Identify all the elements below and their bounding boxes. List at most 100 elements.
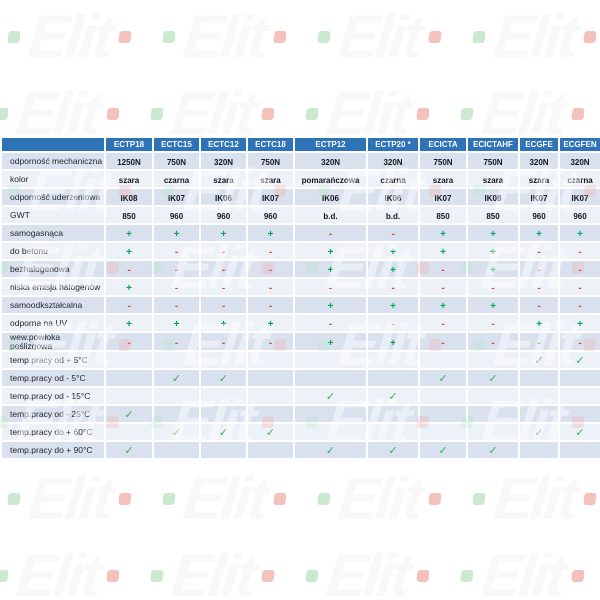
check-cell: ✓	[293, 440, 368, 460]
plus-minus-cell: -	[152, 241, 201, 261]
value-text: 960	[169, 212, 184, 221]
plus-minus-cell: +	[246, 313, 295, 333]
watermark-logo: Elit	[159, 464, 290, 533]
plus-minus-cell: +	[104, 313, 154, 333]
column-header: ECICTAHF	[466, 136, 520, 153]
row-label: GWT	[0, 205, 106, 225]
plus-minus-cell: +	[366, 259, 420, 279]
check-cell	[558, 368, 600, 388]
value-cell: IK08	[104, 187, 154, 207]
minus-mark: -	[268, 301, 273, 312]
value-cell: 750N	[246, 151, 295, 171]
plus-minus-cell: -	[518, 241, 560, 261]
value-text: 850	[122, 212, 136, 221]
table-row: samoodkształcalna - - - - + + + + - -	[0, 295, 600, 315]
row-label: temp.pracy do + 60°C	[0, 422, 106, 442]
value-text: IK08	[120, 194, 138, 203]
value-text: IK06	[215, 194, 232, 203]
plus-minus-cell: +	[466, 241, 520, 261]
check-cell	[418, 404, 468, 424]
watermark-green-dot-icon	[7, 30, 21, 43]
plus-minus-cell: -	[104, 259, 154, 279]
watermark-logo: Elit	[314, 464, 445, 533]
value-text: 850	[486, 212, 500, 221]
watermark-green-dot-icon	[305, 107, 319, 120]
value-text: szara	[528, 176, 550, 185]
watermark-text: Elit	[25, 465, 114, 532]
watermark-red-dot-icon	[273, 30, 287, 43]
watermark-red-dot-icon	[118, 492, 132, 505]
watermark-red-dot-icon	[261, 107, 275, 120]
watermark-logo: Elit	[314, 2, 445, 71]
watermark-green-dot-icon	[305, 107, 319, 120]
plus-minus-cell: -	[558, 295, 600, 315]
value-cell: 320N	[366, 151, 420, 171]
check-icon: ✓	[124, 445, 134, 457]
plus-mark: +	[536, 319, 542, 330]
plus-mark: +	[126, 229, 132, 240]
value-cell: 750N	[152, 151, 201, 171]
value-cell: pomarańczowa	[293, 169, 368, 189]
watermark-red-dot-icon	[416, 569, 430, 582]
row-label: odporna na UV	[0, 313, 106, 333]
check-icon: ✓	[325, 391, 336, 403]
value-text: 1250N	[117, 158, 141, 167]
minus-mark: -	[174, 247, 179, 258]
watermark-logo: Elit	[457, 541, 588, 600]
plus-mark: +	[173, 229, 180, 240]
value-cell: b.d.	[293, 205, 368, 225]
row-label: odporność mechaniczna	[0, 151, 106, 171]
check-cell	[152, 350, 201, 370]
watermark-red-dot-icon	[428, 492, 442, 505]
watermark-green-dot-icon	[162, 492, 176, 505]
value-text: czarna	[567, 176, 593, 185]
watermark-green-dot-icon	[162, 30, 176, 43]
watermark-red-dot-icon	[583, 492, 597, 505]
plus-mark: +	[327, 265, 334, 276]
check-cell	[246, 368, 295, 388]
row-label: kolor	[0, 169, 106, 189]
plus-minus-cell: -	[558, 241, 600, 261]
watermark-text: Elit	[490, 3, 579, 70]
minus-mark: -	[537, 247, 541, 258]
plus-mark: +	[390, 301, 396, 312]
watermark-green-dot-icon	[305, 569, 319, 582]
row-label: temp.pracy od + 5°C	[0, 350, 106, 370]
plus-minus-cell: -	[152, 295, 201, 315]
plus-mark: +	[327, 247, 334, 258]
plus-minus-cell: -	[199, 331, 248, 352]
watermark-green-dot-icon	[0, 107, 9, 120]
plus-minus-cell: -	[418, 259, 468, 279]
watermark-red-dot-icon	[428, 492, 442, 505]
plus-minus-cell: -	[518, 259, 560, 279]
plus-mark: +	[490, 247, 496, 258]
table-row: do betonu + - - - + + + + - -	[0, 241, 600, 261]
watermark-red-dot-icon	[106, 107, 120, 120]
minus-mark: -	[268, 247, 273, 258]
value-cell: IK06	[366, 187, 420, 207]
check-icon: ✓	[325, 445, 336, 457]
watermark-red-dot-icon	[106, 569, 120, 582]
watermark-red-dot-icon	[428, 30, 442, 43]
check-cell: ✓	[518, 422, 560, 442]
plus-mark: +	[390, 247, 396, 258]
value-cell: 960	[199, 205, 248, 225]
watermark-red-dot-icon	[273, 492, 287, 505]
check-cell	[366, 350, 420, 370]
watermark-text: Elit	[478, 542, 567, 600]
table-row: niska emisja halogenów + - - - - - - - - -	[0, 277, 600, 297]
check-icon: ✓	[534, 427, 544, 439]
plus-minus-cell: -	[246, 277, 295, 297]
table-row: temp.pracy od - 5°C ✓ ✓ ✓ ✓	[0, 368, 600, 388]
plus-minus-cell: +	[418, 241, 468, 261]
plus-minus-cell: -	[418, 313, 468, 333]
value-cell: 320N	[558, 151, 600, 171]
watermark-green-dot-icon	[460, 107, 474, 120]
column-header: ECTP20 *	[366, 136, 420, 153]
plus-mark: +	[220, 319, 227, 330]
watermark-green-dot-icon	[317, 492, 331, 505]
value-cell: szara	[104, 169, 154, 189]
row-label: samoodkształcalna	[0, 295, 106, 315]
watermark-text: Elit	[335, 465, 424, 532]
plus-minus-cell: -	[418, 277, 468, 297]
